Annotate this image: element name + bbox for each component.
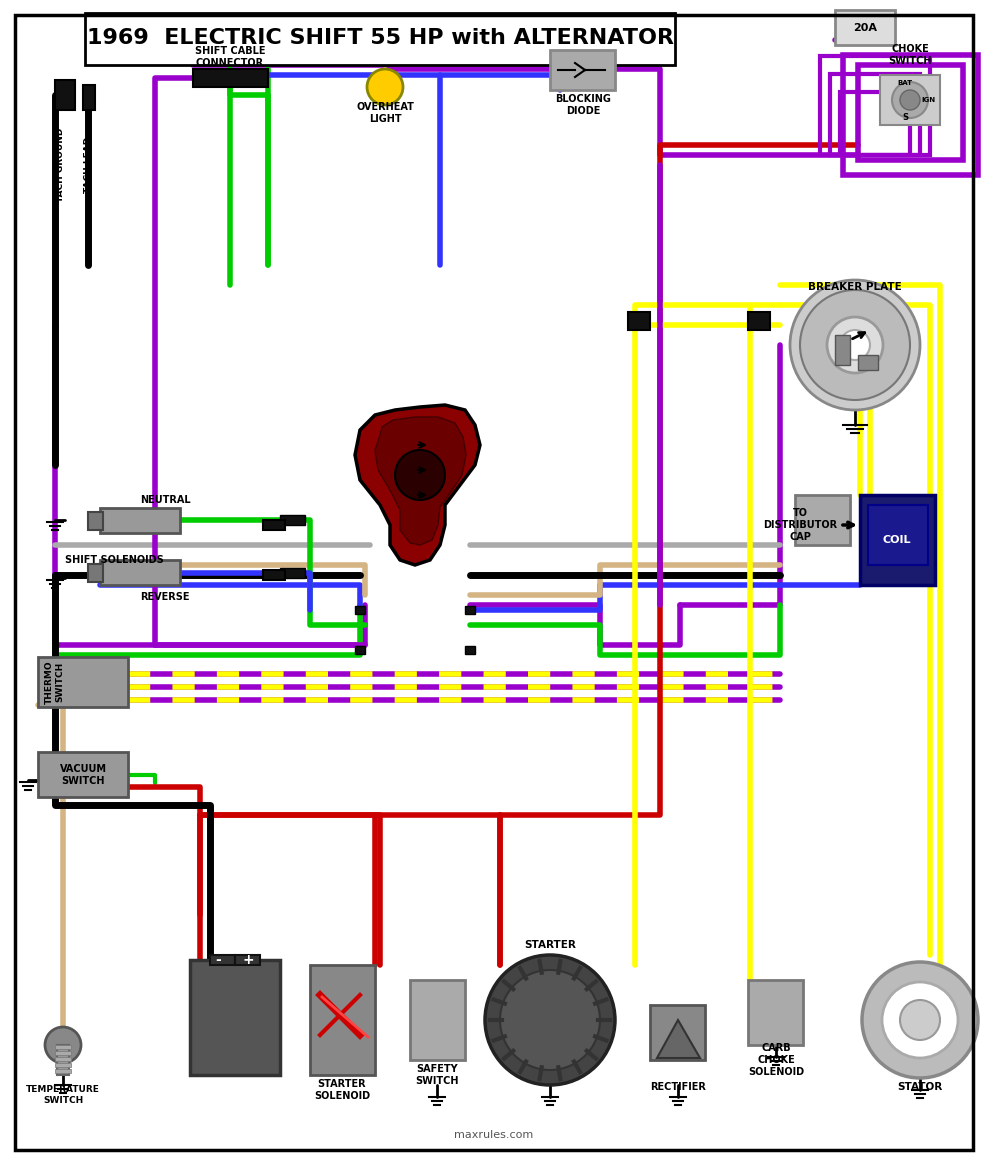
Circle shape	[900, 1000, 940, 1040]
Circle shape	[862, 962, 978, 1078]
Bar	[210, 955, 235, 965]
Circle shape	[45, 1028, 81, 1062]
Text: SAFETY
SWITCH: SAFETY SWITCH	[415, 1064, 458, 1086]
Text: TEMPERATURE
SWITCH: TEMPERATURE SWITCH	[26, 1086, 100, 1104]
Text: BREAKER PLATE: BREAKER PLATE	[808, 282, 902, 292]
Text: THERMO
SWITCH: THERMO SWITCH	[45, 661, 64, 704]
Bar	[820, 56, 930, 155]
Text: +: +	[242, 953, 254, 967]
Text: SHIFT SOLENOIDS: SHIFT SOLENOIDS	[65, 555, 164, 565]
Bar	[55, 1057, 71, 1061]
Bar	[55, 80, 75, 110]
Bar	[835, 336, 850, 365]
Bar	[465, 647, 475, 654]
Bar	[280, 515, 305, 525]
Circle shape	[367, 69, 403, 105]
Circle shape	[900, 90, 920, 110]
Circle shape	[500, 970, 600, 1069]
Bar	[843, 55, 978, 175]
Circle shape	[395, 450, 445, 500]
Text: RECTIFIER: RECTIFIER	[650, 1082, 706, 1092]
Bar	[85, 13, 675, 65]
Bar	[193, 69, 268, 87]
Bar	[880, 75, 940, 125]
Polygon shape	[355, 405, 480, 565]
Text: BAT: BAT	[897, 80, 913, 86]
Bar	[55, 1069, 71, 1073]
Text: S: S	[902, 113, 908, 121]
Bar	[748, 312, 770, 330]
Text: STARTER: STARTER	[524, 940, 576, 949]
Text: TO
DISTRIBUTOR
CAP: TO DISTRIBUTOR CAP	[763, 508, 837, 542]
Bar	[280, 569, 305, 578]
Bar	[410, 980, 465, 1060]
Bar	[748, 980, 803, 1045]
Text: BLOCKING
DIODE: BLOCKING DIODE	[555, 94, 611, 115]
Bar	[55, 1045, 71, 1048]
Bar	[465, 606, 475, 614]
Bar	[55, 1062, 71, 1067]
Bar	[38, 657, 128, 707]
Bar	[650, 1005, 705, 1060]
Text: maxrules.com: maxrules.com	[454, 1130, 534, 1141]
Polygon shape	[375, 417, 466, 545]
Polygon shape	[657, 1021, 700, 1058]
Bar	[310, 965, 375, 1075]
Circle shape	[840, 330, 870, 360]
Bar	[830, 75, 920, 155]
Bar	[858, 65, 963, 160]
Text: STARTER
SOLENOID: STARTER SOLENOID	[314, 1079, 370, 1101]
Circle shape	[827, 317, 883, 373]
Bar	[190, 960, 280, 1075]
Bar	[835, 10, 895, 45]
Text: 1969  ELECTRIC SHIFT 55 HP with ALTERNATOR: 1969 ELECTRIC SHIFT 55 HP with ALTERNATO…	[87, 28, 674, 48]
Bar	[57, 1045, 69, 1075]
Text: IGN: IGN	[921, 97, 935, 103]
Bar	[868, 504, 928, 565]
Circle shape	[882, 982, 958, 1058]
Bar	[235, 955, 260, 965]
Text: CARB
CHOKE
SOLENOID: CARB CHOKE SOLENOID	[748, 1044, 804, 1076]
Text: VACUUM
SWITCH: VACUUM SWITCH	[59, 764, 107, 786]
Bar	[88, 511, 103, 530]
Bar	[100, 508, 180, 534]
Text: REVERSE: REVERSE	[140, 592, 190, 602]
Text: -: -	[215, 953, 221, 967]
Text: TACH LEAD: TACH LEAD	[84, 136, 93, 193]
Bar	[83, 85, 95, 110]
Bar	[355, 647, 365, 654]
Circle shape	[790, 280, 920, 410]
Circle shape	[485, 955, 615, 1085]
Text: TACH GROUND: TACH GROUND	[55, 128, 64, 203]
Text: COIL: COIL	[882, 535, 911, 545]
Bar	[840, 92, 910, 155]
Text: NEUTRAL: NEUTRAL	[140, 495, 191, 504]
Bar	[100, 560, 180, 585]
Text: 20A: 20A	[853, 23, 877, 33]
Bar	[858, 355, 878, 370]
Bar	[263, 520, 285, 530]
Bar	[628, 312, 650, 330]
Bar	[263, 570, 285, 580]
Bar	[550, 50, 615, 90]
Bar	[88, 564, 103, 582]
Text: SHIFT CABLE
CONNECTOR: SHIFT CABLE CONNECTOR	[195, 47, 265, 68]
Bar	[355, 606, 365, 614]
Bar	[795, 495, 850, 545]
Circle shape	[800, 290, 910, 400]
Text: STATOR: STATOR	[897, 1082, 943, 1092]
Bar	[55, 1051, 71, 1055]
Bar	[860, 495, 935, 585]
Circle shape	[892, 82, 928, 118]
Bar	[38, 751, 128, 797]
Text: OVERHEAT
LIGHT: OVERHEAT LIGHT	[356, 103, 414, 123]
Text: CHOKE
SWITCH: CHOKE SWITCH	[888, 44, 932, 65]
